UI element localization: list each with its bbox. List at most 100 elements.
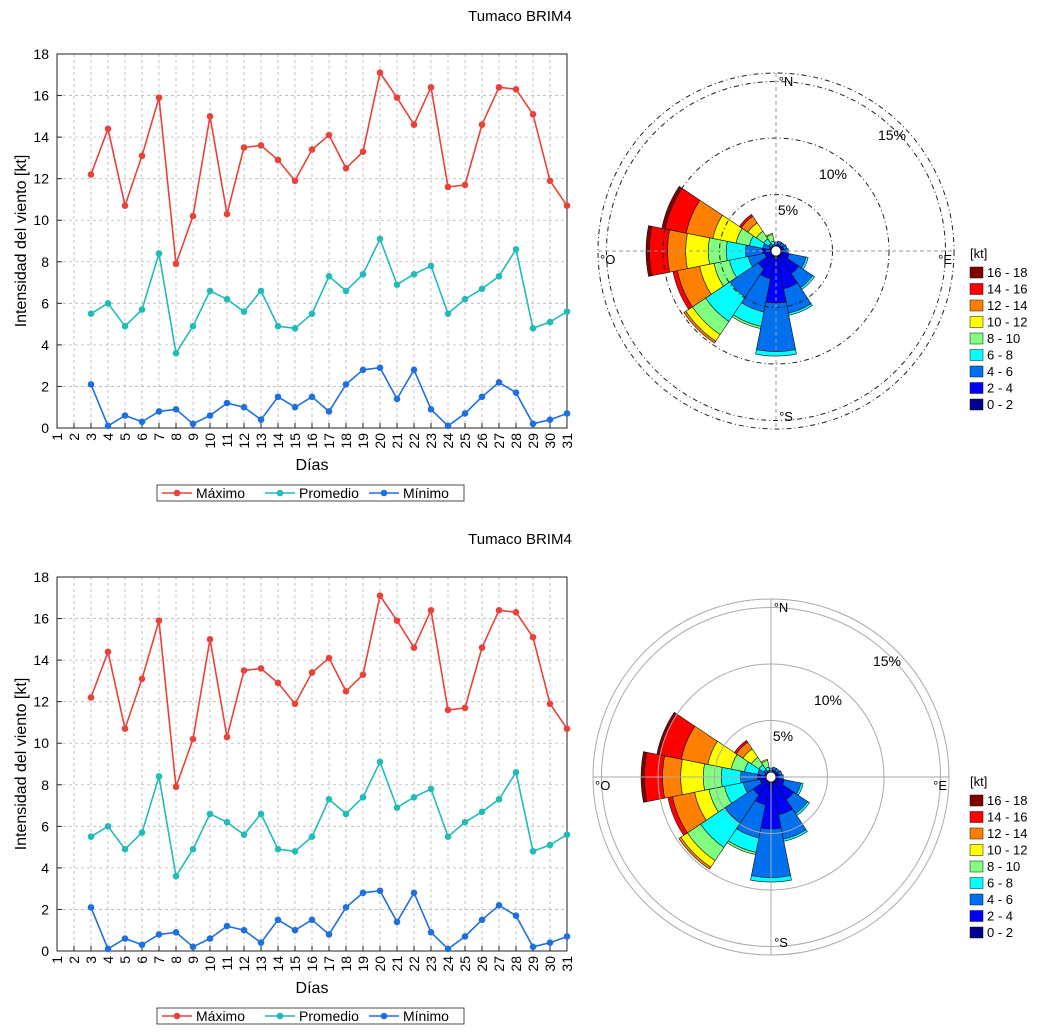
legend-box: [156, 1007, 465, 1025]
rose-ring-label: 5%: [778, 202, 798, 218]
y-tick-label: 0: [41, 943, 49, 959]
series-point: [461, 410, 469, 417]
legend-label: Promedio: [299, 485, 359, 501]
rose-ring-label: 15%: [878, 127, 906, 143]
series-point: [342, 687, 350, 695]
series-point: [495, 796, 503, 803]
series-point: [478, 121, 486, 128]
series-point: [104, 125, 112, 133]
series-point: [376, 758, 384, 766]
x-tick-label: 26: [474, 433, 490, 449]
x-tick-label: 14: [270, 956, 286, 972]
series-point: [546, 416, 554, 423]
series-point: [240, 926, 248, 934]
rose-legend-swatch: [969, 860, 984, 873]
series-1: [87, 758, 571, 880]
y-tick-label: 14: [33, 129, 49, 145]
series-point: [121, 322, 129, 330]
series-point: [427, 262, 435, 270]
rose-wedge-segment: [765, 232, 774, 238]
series-point: [121, 935, 129, 942]
x-tick-label: 20: [372, 956, 388, 972]
series-point: [308, 833, 316, 841]
rose-ring-label: 15%: [873, 653, 901, 669]
series-point: [410, 121, 418, 128]
series-point: [546, 700, 554, 708]
series-point: [410, 270, 418, 278]
series-point: [155, 408, 163, 415]
y-axis-label: Intensidad del viento [kt]: [13, 678, 30, 851]
x-tick-label: 26: [474, 956, 490, 972]
x-tick-label: 1: [49, 956, 65, 964]
series-point: [172, 349, 180, 357]
series-point: [512, 246, 520, 253]
rose-legend-label: 10 - 12: [987, 315, 1027, 330]
x-tick-label: 16: [304, 433, 320, 449]
y-tick-label: 18: [33, 569, 49, 585]
rose-direction-label: °N: [774, 600, 789, 615]
series-point: [274, 916, 282, 924]
series-point: [478, 808, 486, 816]
x-tick-label: 28: [508, 956, 524, 972]
series-point: [155, 250, 163, 257]
series-point: [104, 823, 112, 830]
y-tick-label: 6: [41, 295, 49, 311]
y-tick-label: 8: [41, 254, 49, 270]
series-point: [121, 202, 129, 209]
series-point: [410, 644, 418, 651]
series-point: [410, 889, 418, 897]
series-point: [223, 210, 231, 218]
x-tick-label: 19: [355, 433, 371, 449]
rose-wedge-segment: [661, 185, 683, 230]
rose-legend-swatch: [969, 398, 984, 411]
legend-swatch-marker: [380, 1012, 388, 1020]
series-point: [325, 408, 333, 415]
legend-label: Promedio: [299, 1008, 359, 1024]
wind-rose: 5% 10% 15% °N °E °S °O: [597, 72, 955, 430]
x-tick-label: 15: [287, 956, 303, 972]
rose-direction-label: °N: [779, 74, 794, 89]
series-point: [495, 901, 503, 909]
x-tick-label: 3: [83, 433, 99, 441]
series-point: [223, 818, 231, 826]
series-point: [291, 177, 299, 185]
series-point: [138, 418, 146, 426]
rose-legend-swatch: [969, 365, 984, 378]
series-point: [189, 845, 197, 853]
legend-label: Máximo: [196, 485, 245, 501]
series-point: [427, 785, 435, 793]
panel-title: Tumaco BRIM4: [468, 8, 572, 25]
x-tick-label: 25: [457, 433, 473, 449]
y-tick-label: 14: [33, 652, 49, 668]
rose-legend-swatch: [969, 266, 984, 279]
x-tick-label: 2: [66, 433, 82, 441]
x-tick-label: 29: [525, 433, 541, 449]
legend-swatch-marker: [276, 489, 284, 497]
series-point: [563, 933, 571, 940]
series-point: [240, 144, 248, 151]
y-tick-label: 2: [41, 378, 49, 394]
series-point: [393, 617, 401, 624]
series-point: [529, 633, 537, 641]
rose-legend-swatch: [969, 926, 984, 939]
y-tick-label: 6: [41, 818, 49, 834]
rose-center: [765, 771, 777, 783]
series-point: [512, 912, 520, 919]
series-0: [87, 592, 571, 791]
x-tick-label: 3: [83, 956, 99, 964]
series-point: [461, 704, 469, 712]
rose-legend-label: 2 - 4: [987, 909, 1013, 924]
series-point: [478, 393, 486, 401]
series-point: [546, 939, 554, 946]
x-tick-label: 17: [321, 956, 337, 972]
legend-swatch-marker: [173, 489, 181, 497]
y-tick-label: 16: [33, 88, 49, 104]
rose-direction-label: °E: [933, 778, 947, 793]
rose-direction-label: °S: [774, 935, 788, 950]
series-point: [87, 694, 95, 701]
rose-wedge-segment: [760, 758, 769, 764]
series-point: [257, 287, 265, 295]
series-point: [308, 916, 316, 924]
series-point: [427, 606, 435, 614]
